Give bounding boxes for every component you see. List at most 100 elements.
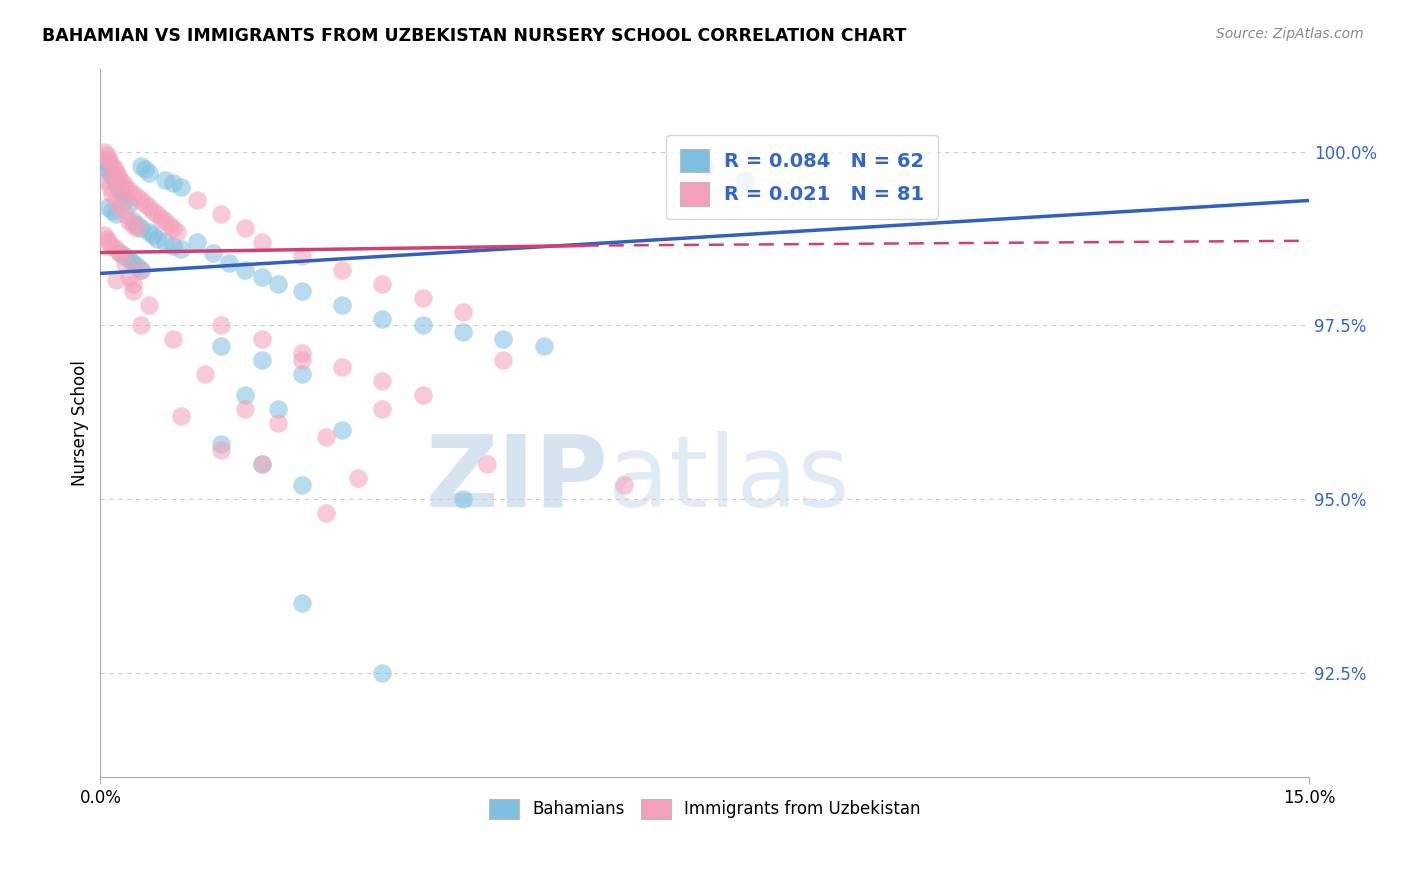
Point: [121, 214, 143, 228]
Point: [693, 159, 716, 173]
Point: [138, 225, 160, 239]
Point: [186, 235, 208, 249]
Point: [110, 245, 132, 260]
Point: [101, 169, 124, 183]
Point: [371, 277, 394, 291]
Point: [93, 152, 115, 166]
Point: [129, 263, 152, 277]
Point: [475, 458, 498, 472]
Point: [149, 211, 172, 225]
Point: [117, 197, 139, 211]
Point: [134, 197, 156, 211]
Point: [110, 172, 132, 186]
Point: [451, 326, 474, 340]
Point: [315, 506, 337, 520]
Point: [250, 269, 273, 284]
Point: [266, 416, 288, 430]
Point: [107, 179, 129, 194]
Point: [330, 298, 353, 312]
Point: [97, 162, 120, 177]
Point: [121, 256, 143, 270]
Point: [153, 214, 176, 228]
Text: Source: ZipAtlas.com: Source: ZipAtlas.com: [1216, 27, 1364, 41]
Point: [117, 269, 139, 284]
Point: [412, 291, 434, 305]
Point: [162, 221, 184, 235]
Point: [533, 339, 555, 353]
Point: [110, 245, 132, 260]
Point: [129, 318, 152, 333]
Point: [111, 186, 134, 201]
Point: [114, 207, 136, 221]
Point: [114, 249, 136, 263]
Point: [209, 443, 232, 458]
Point: [170, 242, 193, 256]
Point: [105, 176, 128, 190]
Point: [451, 304, 474, 318]
Point: [98, 166, 121, 180]
Point: [157, 218, 180, 232]
Point: [105, 166, 128, 180]
Point: [412, 388, 434, 402]
Point: [142, 228, 165, 243]
Point: [235, 221, 257, 235]
Point: [235, 263, 257, 277]
Point: [209, 318, 232, 333]
Point: [114, 256, 136, 270]
Point: [291, 367, 314, 381]
Point: [250, 235, 273, 249]
Point: [202, 245, 225, 260]
Point: [138, 201, 160, 215]
Point: [162, 238, 184, 252]
Point: [114, 179, 136, 194]
Point: [125, 221, 148, 235]
Point: [162, 176, 184, 190]
Point: [97, 152, 120, 166]
Point: [98, 155, 121, 169]
Point: [117, 183, 139, 197]
Point: [125, 218, 148, 232]
Point: [371, 374, 394, 388]
Point: [250, 353, 273, 368]
Point: [117, 252, 139, 267]
Point: [125, 260, 148, 274]
Point: [330, 360, 353, 375]
Point: [170, 179, 193, 194]
Point: [209, 207, 232, 221]
Point: [104, 162, 127, 177]
Point: [371, 311, 394, 326]
Point: [125, 190, 148, 204]
Point: [218, 256, 240, 270]
Point: [153, 235, 176, 249]
Point: [330, 263, 353, 277]
Point: [170, 409, 193, 423]
Point: [97, 172, 120, 186]
Point: [250, 332, 273, 346]
Text: atlas: atlas: [607, 431, 849, 528]
Point: [266, 401, 288, 416]
Point: [121, 186, 143, 201]
Point: [291, 346, 314, 360]
Point: [492, 332, 515, 346]
Point: [93, 228, 115, 243]
Point: [117, 214, 139, 228]
Point: [134, 162, 156, 177]
Point: [105, 194, 128, 208]
Point: [93, 145, 115, 159]
Point: [101, 186, 124, 201]
Point: [145, 207, 167, 221]
Point: [121, 277, 143, 291]
Point: [107, 169, 129, 183]
Point: [492, 353, 515, 368]
Point: [412, 318, 434, 333]
Point: [96, 232, 118, 246]
Point: [371, 401, 394, 416]
Y-axis label: Nursery School: Nursery School: [72, 359, 89, 485]
Point: [315, 429, 337, 443]
Point: [347, 471, 370, 485]
Point: [291, 284, 314, 298]
Point: [96, 148, 118, 162]
Point: [235, 401, 257, 416]
Point: [291, 249, 314, 263]
Point: [235, 388, 257, 402]
